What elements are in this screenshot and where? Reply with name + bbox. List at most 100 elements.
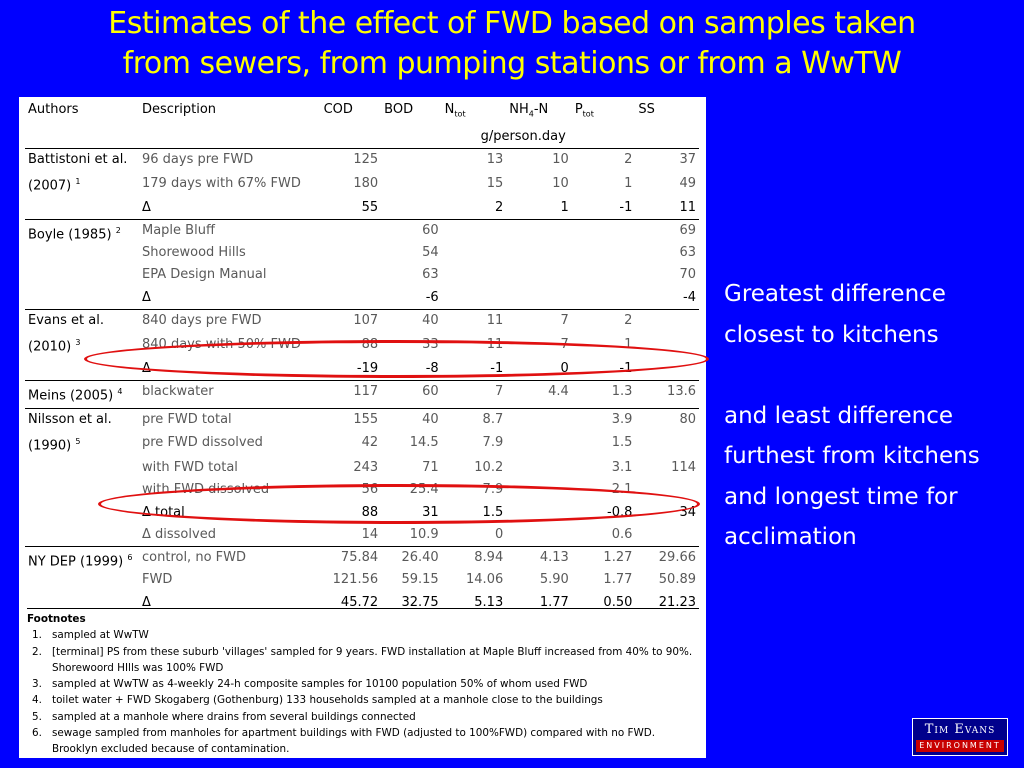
cod-cell: 45.72 xyxy=(340,594,379,610)
ntot-cell xyxy=(442,242,507,265)
ptot-cell: -0.8 xyxy=(607,504,633,520)
ss-cell: 21.23 xyxy=(658,594,696,610)
description-cell: Δ dissolved xyxy=(142,527,216,543)
footnote-number: 5. xyxy=(32,710,42,723)
ss-cell xyxy=(635,308,699,334)
cod-cell: 75.84 xyxy=(320,546,382,570)
header-nh4: NH4-N xyxy=(509,102,549,119)
ntot-cell: 1.5 xyxy=(482,504,504,520)
table-row: with FWD dissolved 56 25.4 7.9 2.1 xyxy=(25,479,699,502)
ptot-cell: 0.50 xyxy=(603,594,633,610)
footnote-item: 1. sampled at WwTW xyxy=(27,627,699,643)
table-row: Shorewood Hills 54 63 xyxy=(25,242,699,265)
nh4-cell: 10 xyxy=(552,175,569,191)
header-bod: BOD xyxy=(384,102,414,117)
nh4-cell: 1 xyxy=(560,199,569,215)
author-cell: Boyle (1985) 2 xyxy=(25,218,139,265)
cod-cell: 55 xyxy=(361,199,379,215)
ntot-cell: 0 xyxy=(494,527,504,543)
footnote-text: sampled at a manhole where drains from s… xyxy=(52,710,416,723)
ss-cell: 34 xyxy=(679,504,696,520)
cod-cell: 125 xyxy=(353,151,379,167)
bod-cell: 31 xyxy=(422,504,439,520)
table-row: Δ -6 -4 xyxy=(25,287,699,310)
nh4-cell: 1.77 xyxy=(539,594,569,610)
description-cell: with FWD total xyxy=(142,459,238,475)
footnote-item: 6. sewage sampled from manholes for apart… xyxy=(27,725,699,758)
table-row: Δ total 88 31 1.5 -0.8 34 xyxy=(25,502,699,525)
ntot-cell: 11 xyxy=(486,336,504,352)
bod-cell: 25.4 xyxy=(409,482,439,498)
nh4-cell xyxy=(506,524,572,547)
ss-cell xyxy=(635,334,699,358)
side-annotation: Greatest difference closest to kitchens … xyxy=(724,274,1014,558)
ntot-cell: 11 xyxy=(441,308,507,334)
data-table: Authors Description COD BOD Ntot NH4-N P… xyxy=(25,99,699,614)
ptot-cell: 2 xyxy=(624,151,633,167)
bod-cell: 40 xyxy=(381,308,442,334)
author-cell xyxy=(25,479,139,502)
ss-cell: 13.6 xyxy=(635,380,699,409)
ptot-cell: 2.1 xyxy=(611,482,633,498)
cod-cell: 180 xyxy=(353,175,379,191)
description-cell: 96 days pre FWD xyxy=(142,151,254,167)
footnote-item: 2. [terminal] PS from these suburb 'villa… xyxy=(27,644,699,677)
ss-cell: 50.89 xyxy=(658,572,696,588)
cod-cell: 155 xyxy=(320,407,382,433)
logo-subtitle: ENVIRONMENT xyxy=(916,740,1004,752)
bod-cell: 14.5 xyxy=(409,435,439,451)
cod-cell: 88 xyxy=(361,504,379,520)
footnote-list: 1. sampled at WwTW 2. [terminal] PS from th… xyxy=(27,627,699,757)
ptot-cell: 1.3 xyxy=(571,380,636,409)
ntot-cell: 13 xyxy=(486,151,504,167)
ss-cell: 114 xyxy=(671,459,696,475)
table-row: NY DEP (1999) 6 control, no FWD 75.84 26.40… xyxy=(25,546,699,592)
logo-name: Tim Evans xyxy=(924,722,996,737)
ptot-cell: 1.77 xyxy=(603,572,633,588)
description-cell: 840 days pre FWD xyxy=(139,308,321,334)
ss-cell: 29.66 xyxy=(635,546,699,570)
table-row: FWD 121.56 59.15 14.06 5.90 1.77 50.89 xyxy=(25,569,699,592)
footnote-item: 3. sampled at WwTW as 4-weekly 24-h compo… xyxy=(27,676,699,692)
bod-cell xyxy=(381,197,442,220)
description-cell: Δ xyxy=(142,594,151,610)
ptot-cell: 1 xyxy=(624,336,633,352)
nh4-cell: 5.90 xyxy=(539,572,569,588)
ntot-cell xyxy=(442,264,507,287)
ntot-cell: 7 xyxy=(441,380,507,409)
description-cell: Δ xyxy=(142,361,151,377)
description-cell: with FWD dissolved xyxy=(142,482,270,498)
description-cell: FWD xyxy=(142,572,173,588)
slide-title-line-2: from sewers, from pumping stations or fr… xyxy=(122,46,902,81)
author-cell xyxy=(25,287,139,310)
header-description: Description xyxy=(142,102,217,117)
description-cell: Maple Bluff xyxy=(139,218,321,242)
cod-cell: -19 xyxy=(356,361,379,377)
ntot-cell: -1 xyxy=(490,361,504,377)
bod-cell: 60 xyxy=(381,218,442,242)
ptot-cell: 0.6 xyxy=(611,527,633,543)
ptot-cell xyxy=(572,264,636,287)
table-row: Δ 45.72 32.75 5.13 1.77 0.50 21.23 xyxy=(25,592,699,615)
cod-cell: 121.56 xyxy=(332,572,379,588)
ss-cell xyxy=(635,358,699,381)
table-row: EPA Design Manual 63 70 xyxy=(25,264,699,287)
cod-cell: 107 xyxy=(320,308,382,334)
ptot-cell: -1 xyxy=(619,199,633,215)
cod-cell: 88 xyxy=(361,336,379,352)
footnote-text: [terminal] PS from these suburb 'village… xyxy=(52,645,693,674)
bod-cell: 32.75 xyxy=(401,594,439,610)
bod-cell: 63 xyxy=(422,267,439,283)
slide-title: Estimates of the effect of FWD based on … xyxy=(0,4,1024,84)
author-cell xyxy=(25,524,139,547)
nh4-cell xyxy=(506,502,572,525)
table-row: pre FWD dissolved 42 14.5 7.9 1.5 xyxy=(25,432,699,456)
ptot-cell: -1 xyxy=(619,361,633,377)
ss-cell: 11 xyxy=(679,199,696,215)
cod-cell: 56 xyxy=(361,482,379,498)
ntot-cell: 5.13 xyxy=(474,594,504,610)
ss-cell: 63 xyxy=(679,244,696,260)
table-row: Δ -19 -8 -1 0 -1 xyxy=(25,358,699,381)
nh4-cell xyxy=(506,264,572,287)
table-body: Battistoni et al. (2007) 1 96 days pre FW… xyxy=(25,148,699,614)
